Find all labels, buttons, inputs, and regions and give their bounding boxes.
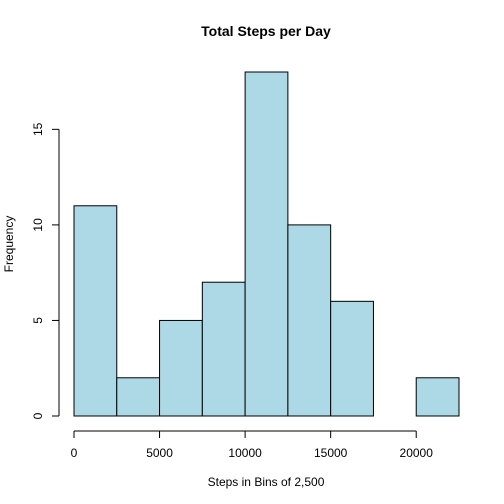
x-axis: 0 5000 10000 15000 20000 xyxy=(71,430,434,460)
y-tick-label: 10 xyxy=(31,218,45,232)
x-tick-label: 10000 xyxy=(228,446,262,460)
y-tick-label: 15 xyxy=(31,122,45,136)
x-tick-label: 20000 xyxy=(400,446,434,460)
y-axis: 0 5 10 15 xyxy=(31,122,60,419)
x-tick-label: 5000 xyxy=(146,446,173,460)
histogram-bar xyxy=(330,300,374,417)
y-axis-label: Frequency xyxy=(2,216,16,273)
histogram-bar xyxy=(244,71,289,417)
x-axis-label: Steps in Bins of 2,500 xyxy=(208,475,325,489)
y-tick-label: 5 xyxy=(31,317,45,324)
histogram-bar xyxy=(73,205,118,417)
x-tick-label: 0 xyxy=(71,446,78,460)
x-tick-label: 15000 xyxy=(314,446,348,460)
histogram-bar xyxy=(287,224,332,417)
histogram-bar xyxy=(201,281,246,417)
y-tick-label: 0 xyxy=(31,412,45,419)
histogram-bar xyxy=(159,319,203,417)
bars-group xyxy=(73,71,460,417)
histogram-bar xyxy=(415,377,460,417)
chart-title: Total Steps per Day xyxy=(201,23,331,39)
histogram-bar xyxy=(116,377,161,417)
